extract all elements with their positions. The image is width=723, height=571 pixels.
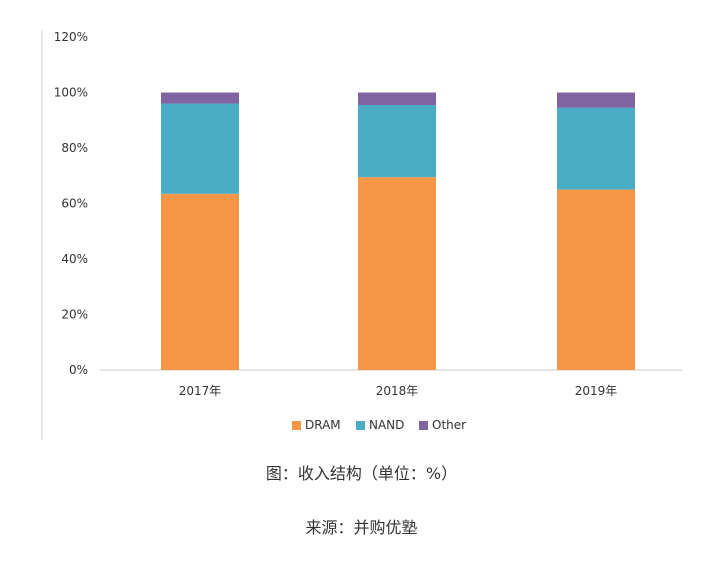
- legend-swatch-dram: [292, 421, 301, 430]
- y-tick-label: 0%: [69, 363, 88, 377]
- x-tick-label: 2019年: [575, 384, 618, 398]
- y-tick-label: 60%: [61, 197, 88, 211]
- x-tick-labels: 2017年 2018年 2019年: [179, 384, 618, 398]
- bar-segment-other-2: [557, 92, 635, 108]
- bar-segment-dram-2: [557, 189, 635, 370]
- x-tick-label: 2018年: [376, 384, 419, 398]
- bar-segment-nand-0: [161, 103, 239, 194]
- bar-segment-dram-0: [161, 193, 239, 370]
- bar-segment-other-0: [161, 92, 239, 104]
- bars: [161, 92, 635, 370]
- y-tick-label: 20%: [61, 308, 88, 322]
- legend-label-dram: DRAM: [305, 418, 341, 432]
- chart-caption: 图：收入结构（单位：%）: [265, 464, 458, 483]
- x-tick-label: 2017年: [179, 384, 222, 398]
- legend-swatch-other: [419, 421, 428, 430]
- y-tick-label: 100%: [54, 86, 88, 100]
- bar-segment-nand-2: [557, 107, 635, 190]
- bar-segment-other-1: [358, 92, 436, 105]
- stacked-bar-chart: 0% 20% 40% 60% 80% 100% 120% 2017年 2018年 2019年 D…: [41, 30, 682, 440]
- y-tick-label: 40%: [61, 252, 88, 266]
- legend-swatch-nand: [356, 421, 365, 430]
- legend: DRAM NAND Other: [292, 418, 466, 432]
- bar-segment-dram-1: [358, 177, 436, 370]
- bar-segment-nand-1: [358, 104, 436, 178]
- y-tick-label: 80%: [61, 141, 88, 155]
- legend-label-nand: NAND: [369, 418, 404, 432]
- y-tick-label: 120%: [54, 30, 88, 44]
- source-note: 来源：并购优塾: [305, 518, 418, 537]
- legend-label-other: Other: [432, 418, 466, 432]
- y-tick-labels: 0% 20% 40% 60% 80% 100% 120%: [54, 30, 88, 377]
